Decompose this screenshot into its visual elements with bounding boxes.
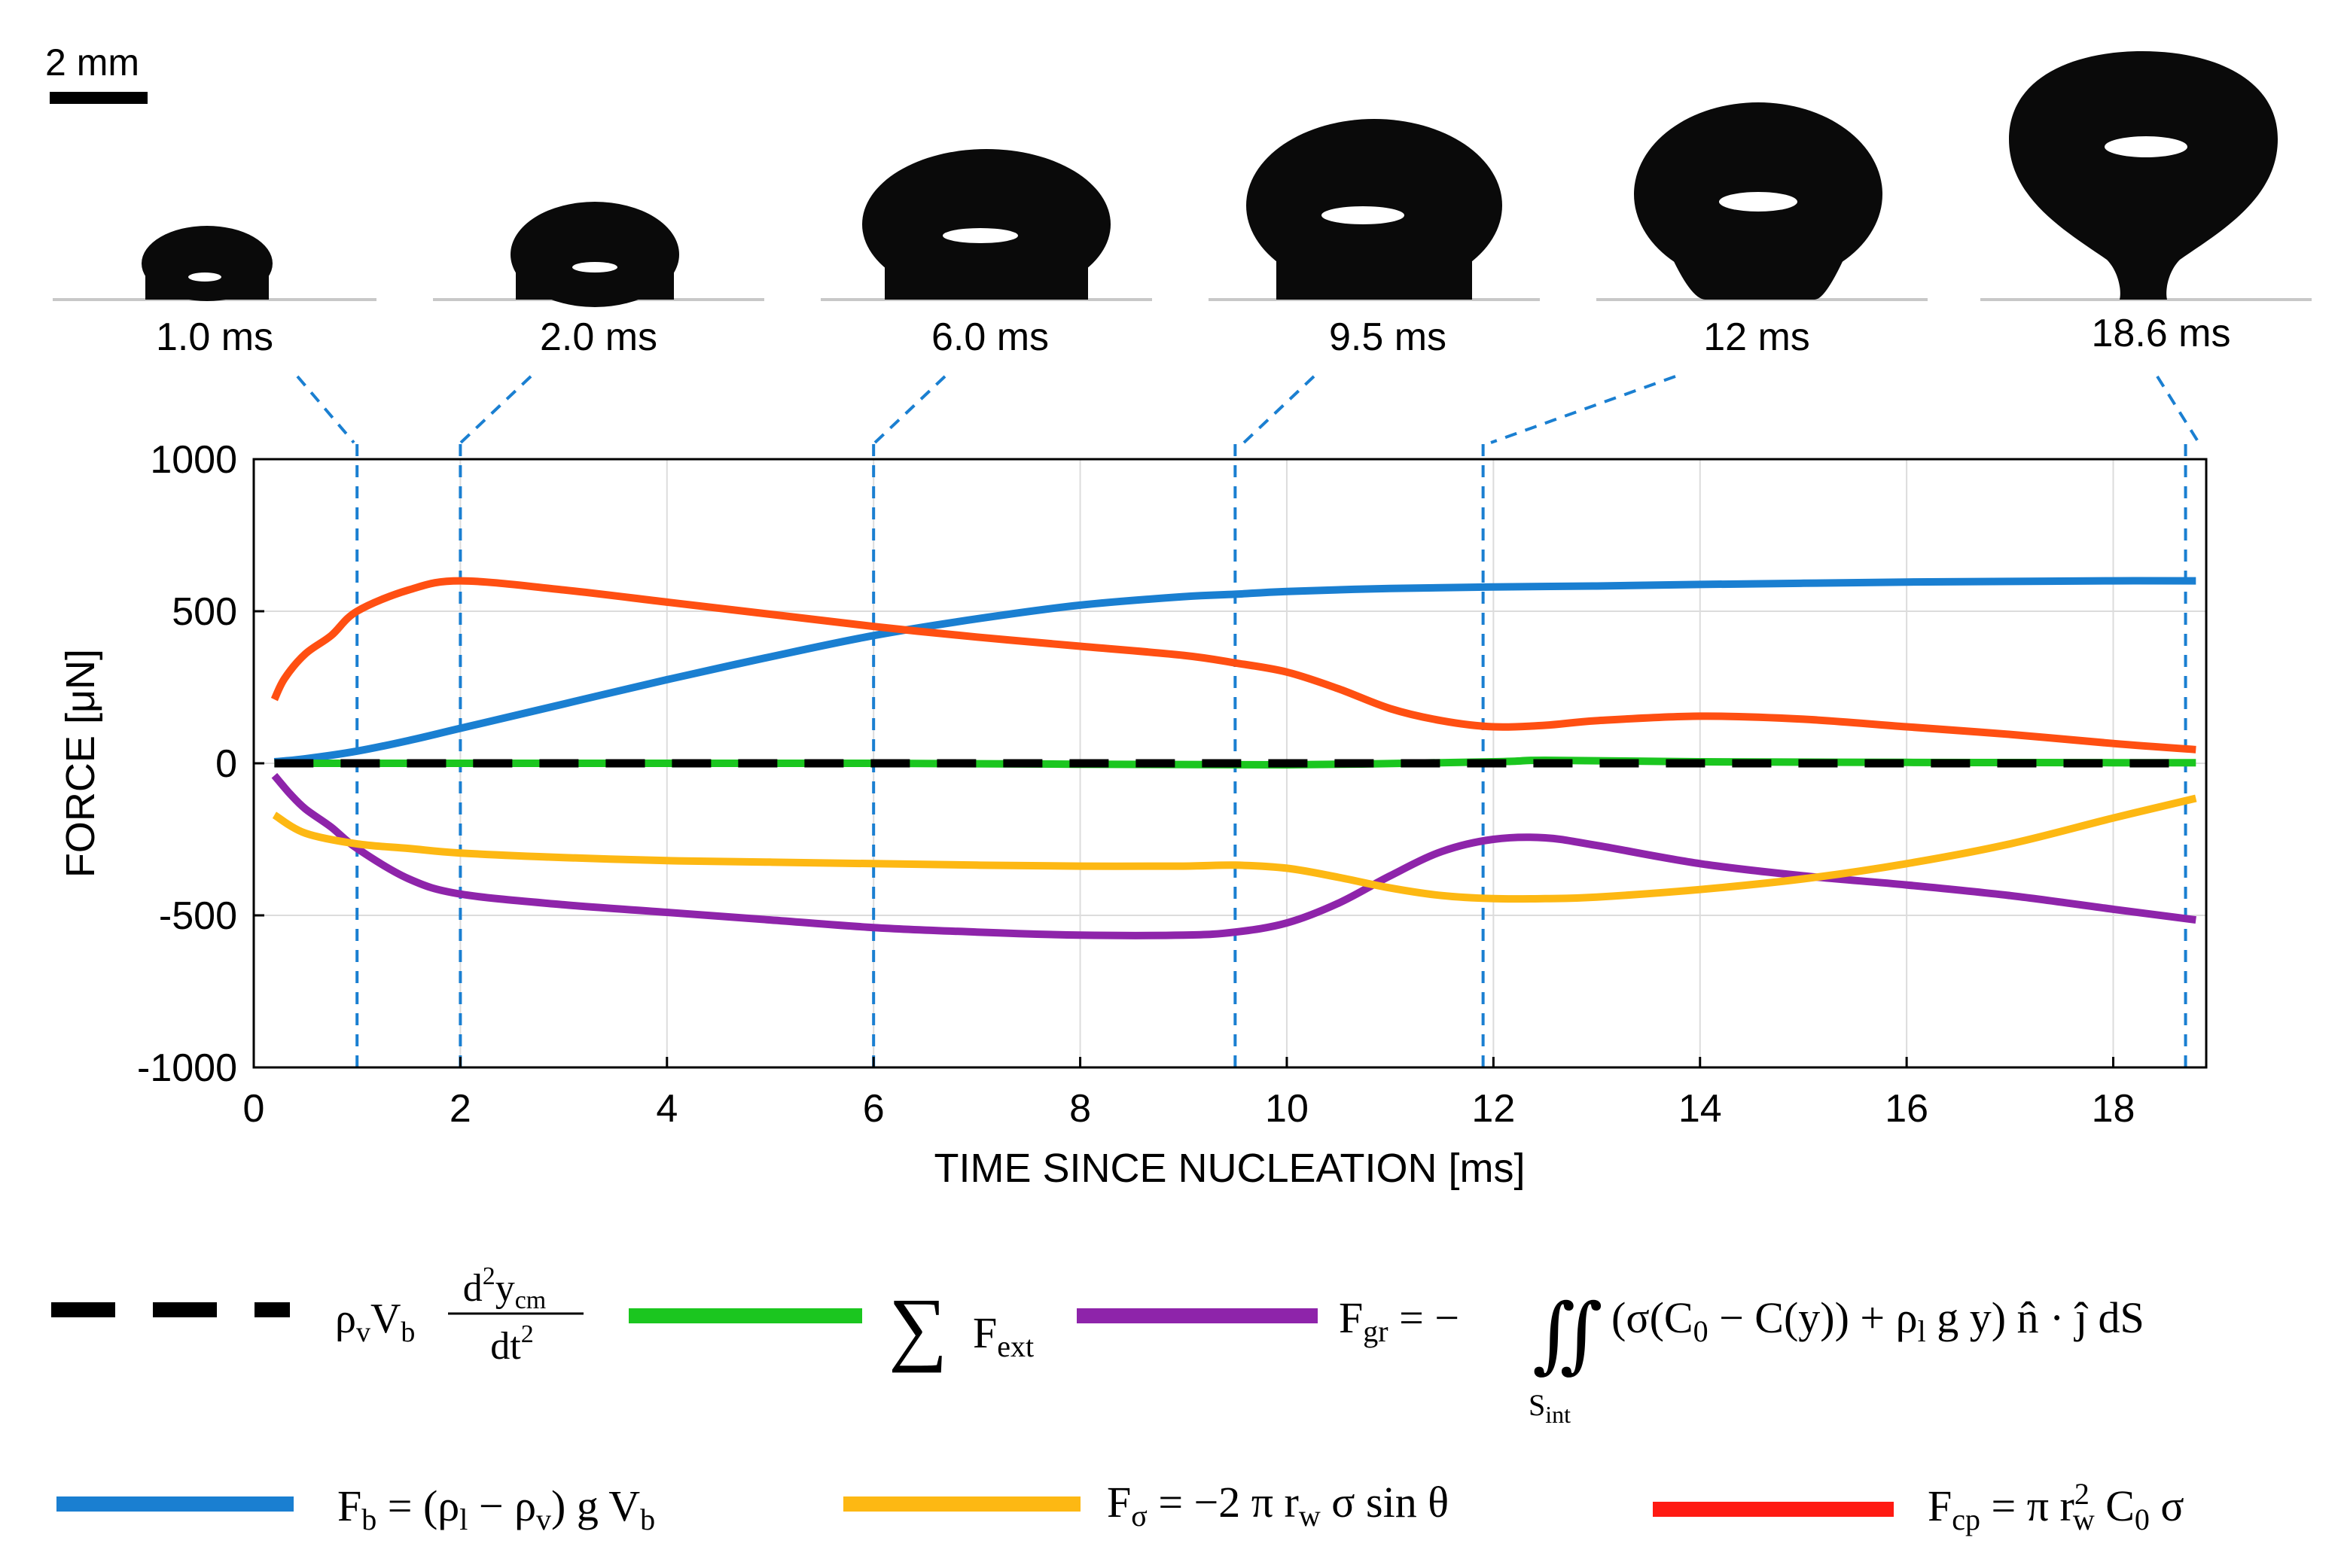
svg-text:(σ(C0 − C(y)) + ρl g y) n̂ · ĵ: (σ(C0 − C(y)) + ρl g y) n̂ · ĵ dS xyxy=(1611,1293,2144,1348)
x-tick-label: 18 xyxy=(2092,1087,2135,1131)
svg-text:dt2: dt2 xyxy=(490,1320,533,1368)
snapshot-label: 6.0 ms xyxy=(931,315,1049,359)
legend-label-inertia: ρvVb d2ycm dt2 xyxy=(335,1262,584,1368)
legend-label-f-sigma: Fσ = −2 π rw σ sin θ xyxy=(1107,1478,1449,1533)
x-tick-label: 12 xyxy=(1471,1087,1515,1131)
force-chart: 0 2 4 6 8 10 12 14 16 18 1000 500 0 -500 -1000 TIME S… xyxy=(58,438,2208,1191)
x-tick-label: 4 xyxy=(656,1087,678,1131)
svg-text:ρvVb: ρvVb xyxy=(335,1296,415,1348)
connector-line xyxy=(296,375,355,444)
snapshot-label: 18.6 ms xyxy=(2092,312,2231,355)
y-tick-label: 0 xyxy=(215,742,237,786)
scale-bar-label: 2 mm xyxy=(45,41,139,84)
bubble-snapshot-strip: 1.0 ms 2.0 ms 6.0 ms 9.5 ms xyxy=(53,51,2312,359)
svg-text:Sint: Sint xyxy=(1529,1388,1571,1428)
svg-text:Fb = (ρl − ρv) g Vb: Fb = (ρl − ρv) g Vb xyxy=(337,1481,655,1536)
svg-text:Fgr = −: Fgr = − xyxy=(1339,1293,1459,1348)
y-tick-label: -500 xyxy=(159,894,237,938)
legend-label-f-gr: Fgr = − ∬ Sint (σ(C0 − C(y)) + ρl g y) n… xyxy=(1339,1289,2144,1428)
svg-text:Fcp = π r2w C0 σ: Fcp = π r2 w C0 σ xyxy=(1928,1477,2184,1536)
x-tick-label: 2 xyxy=(450,1087,471,1131)
snapshot-label: 2.0 ms xyxy=(540,315,657,359)
x-tick-label: 16 xyxy=(1885,1087,1928,1131)
y-axis-ticks: 1000 500 0 -500 -1000 xyxy=(137,438,264,1090)
x-tick-label: 6 xyxy=(863,1087,885,1131)
series-line-f-sigma xyxy=(272,794,2197,903)
x-tick-label: 14 xyxy=(1678,1087,1722,1131)
scale-bar-line xyxy=(50,92,148,104)
series-line-f-b xyxy=(273,577,2196,766)
series-line-f-cp xyxy=(270,577,2196,754)
snapshot-5: 12 ms xyxy=(1596,102,1928,359)
y-tick-label: 1000 xyxy=(150,438,237,482)
series-lines xyxy=(270,577,2197,939)
x-tick-label: 10 xyxy=(1265,1087,1309,1131)
legend-swatches xyxy=(51,1302,1894,1517)
connector-line xyxy=(2156,375,2200,444)
x-axis-label: TIME SINCE NUCLEATION [ms] xyxy=(934,1146,1525,1191)
legend-label-f-b: Fb = (ρl − ρv) g Vb xyxy=(337,1481,655,1536)
snapshot-3: 6.0 ms xyxy=(821,149,1152,359)
snapshot-connectors xyxy=(296,375,2200,444)
snapshot-label: 9.5 ms xyxy=(1329,315,1446,359)
svg-text:∬: ∬ xyxy=(1532,1289,1603,1381)
svg-text:Fext: Fext xyxy=(973,1308,1034,1363)
legend: ρvVb d2ycm dt2 ∑ Fext Fgr = − ∬ Sint (σ(… xyxy=(51,1262,2184,1536)
x-axis-ticks: 0 2 4 6 8 10 12 14 16 18 xyxy=(243,1057,2135,1131)
snapshot-6: 18.6 ms xyxy=(1980,51,2312,355)
legend-label-sum-ext: ∑ Fext xyxy=(889,1281,1034,1373)
svg-text:d2ycm: d2ycm xyxy=(463,1262,547,1314)
connector-line xyxy=(459,375,532,444)
x-tick-label: 0 xyxy=(243,1087,265,1131)
snapshot-label: 1.0 ms xyxy=(156,315,273,359)
y-tick-label: -1000 xyxy=(137,1046,237,1090)
y-tick-label: 500 xyxy=(172,590,237,634)
connector-line xyxy=(873,375,946,444)
connector-line xyxy=(1242,375,1315,444)
connector-line xyxy=(1490,375,1676,444)
x-tick-label: 8 xyxy=(1069,1087,1091,1131)
snapshot-4: 9.5 ms xyxy=(1209,119,1540,359)
svg-text:∑: ∑ xyxy=(889,1281,947,1373)
snapshot-1: 1.0 ms xyxy=(53,226,376,359)
y-axis-label: FORCE [μN] xyxy=(58,649,103,878)
legend-label-f-cp: Fcp = π r2 w C0 σ xyxy=(1928,1477,2184,1536)
scale-bar: 2 mm xyxy=(45,41,148,104)
snapshot-label: 12 ms xyxy=(1703,315,1810,359)
svg-text:Fσ = −2 π rw σ sin θ: Fσ = −2 π rw σ sin θ xyxy=(1107,1478,1449,1533)
snapshot-2: 2.0 ms xyxy=(433,202,764,359)
